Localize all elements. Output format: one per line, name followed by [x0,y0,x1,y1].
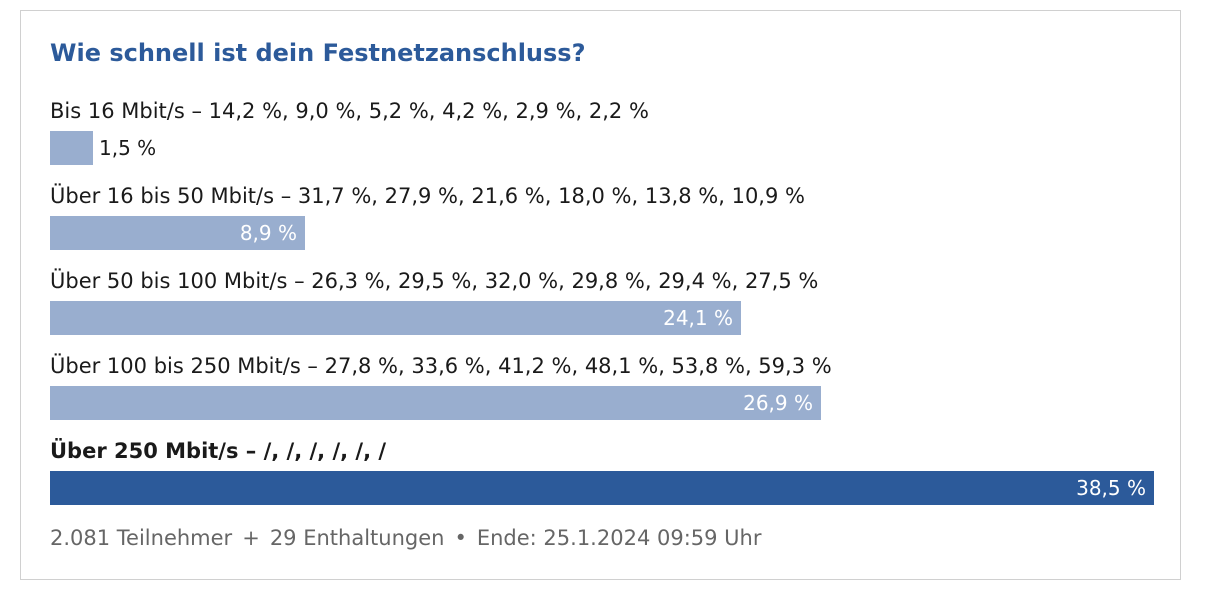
footer-separator-dot: • [454,526,467,550]
poll-option-label: Über 250 Mbit/s – /, /, /, /, /, / [50,439,387,463]
poll-title: Wie schnell ist dein Festnetzanschluss? [50,39,586,67]
poll-bar-track: 26,9 % [50,386,1154,420]
poll-bar [50,386,821,420]
poll-bar-value-label: 1,5 % [99,136,157,160]
poll-end-date: Ende: 25.1.2024 09:59 Uhr [476,526,762,550]
poll-option: Über 50 bis 100 Mbit/s – 26,3 %, 29,5 %,… [50,266,1154,351]
poll-card: Wie schnell ist dein Festnetzanschluss? … [20,10,1181,580]
poll-bar-track: 38,5 % [50,471,1154,505]
poll-footer: 2.081 Teilnehmer +29 Enthaltungen • Ende: 2… [50,526,761,550]
poll-option: Bis 16 Mbit/s – 14,2 %, 9,0 %, 5,2 %, 4,… [50,96,1154,181]
poll-bar-value-label: 8,9 % [239,221,297,245]
poll-option: Über 16 bis 50 Mbit/s – 31,7 %, 27,9 %, … [50,181,1154,266]
poll-results: Bis 16 Mbit/s – 14,2 %, 9,0 %, 5,2 %, 4,… [50,96,1154,521]
poll-option-label: Über 50 bis 100 Mbit/s – 26,3 %, 29,5 %,… [50,269,819,293]
poll-bar [50,216,305,250]
participants-count: 2.081 Teilnehmer [50,526,233,550]
poll-bar [50,471,1154,505]
poll-bar [50,131,93,165]
poll-option-label: Bis 16 Mbit/s – 14,2 %, 9,0 %, 5,2 %, 4,… [50,99,649,123]
poll-bar-track: 1,5 % [50,131,1154,165]
poll-option-label: Über 100 bis 250 Mbit/s – 27,8 %, 33,6 %… [50,354,832,378]
poll-bar-value-label: 38,5 % [1076,476,1146,500]
poll-option: Über 100 bis 250 Mbit/s – 27,8 %, 33,6 %… [50,351,1154,436]
footer-separator-plus: + [242,526,260,550]
abstentions-count: 29 Enthaltungen [269,526,445,550]
poll-bar [50,301,741,335]
poll-option-label: Über 16 bis 50 Mbit/s – 31,7 %, 27,9 %, … [50,184,805,208]
poll-bar-track: 8,9 % [50,216,1154,250]
poll-bar-track: 24,1 % [50,301,1154,335]
poll-option: Über 250 Mbit/s – /, /, /, /, /, / 38,5 % [50,436,1154,521]
poll-bar-value-label: 24,1 % [663,306,733,330]
poll-bar-value-label: 26,9 % [743,391,813,415]
